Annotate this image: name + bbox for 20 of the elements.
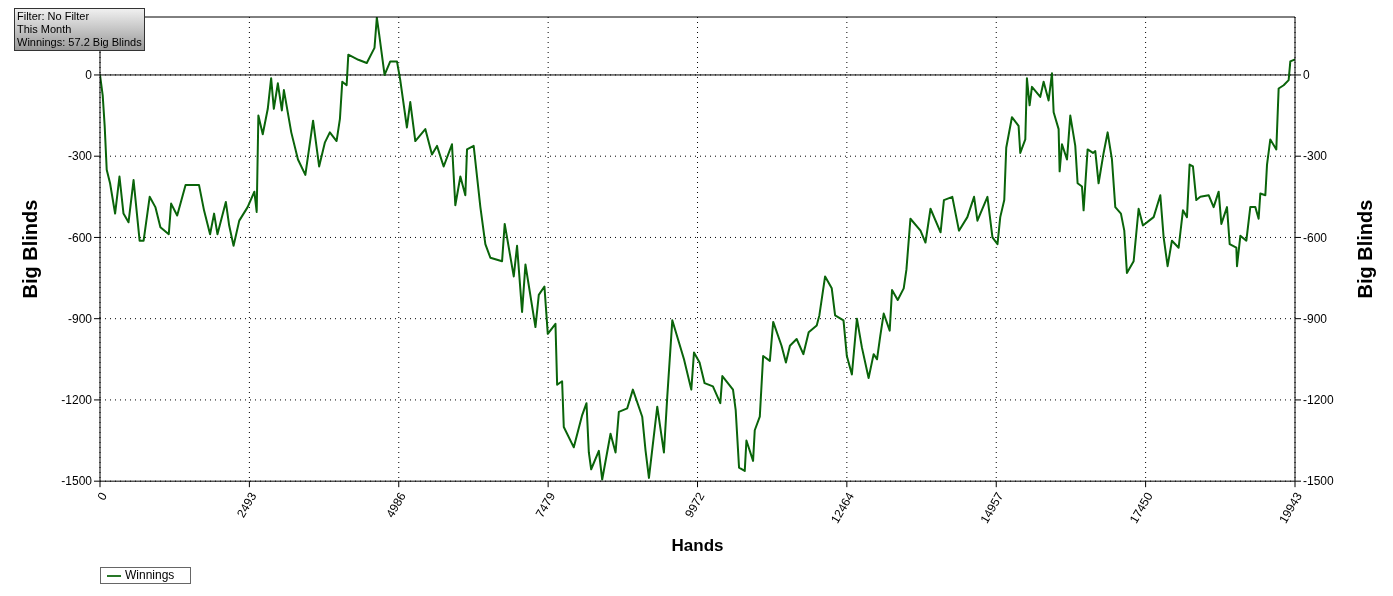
y2-tick-label: -1200: [1303, 393, 1335, 408]
y-tick-label: -1200: [61, 393, 93, 408]
y-axis-title: Big Blinds: [19, 199, 42, 299]
y2-tick-label: -1500: [1303, 474, 1335, 489]
y2-tick-label: -300: [1303, 149, 1328, 164]
annotation: Winnings: 57.2 Big Blinds: [17, 36, 142, 49]
y-tick-label: -300: [67, 149, 93, 164]
text: This Month: [17, 23, 73, 36]
y-tick-label: -600: [67, 230, 93, 245]
legend-label: Winnings: [125, 568, 175, 583]
y2-axis-title: Big Blinds: [1354, 199, 1377, 299]
y-tick-label: -900: [67, 311, 93, 326]
y-tick-label: -1500: [61, 474, 93, 489]
y2-tick-label: -600: [1303, 230, 1328, 245]
x-tick-label: 0: [94, 489, 111, 503]
y2-tick-label: -900: [1303, 311, 1328, 326]
y2-tick-label: 0: [1303, 68, 1310, 83]
text: Filter: No Filter: [17, 10, 91, 23]
x-axis-title: Hands: [671, 536, 724, 556]
y-tick-label: 0: [85, 68, 93, 83]
